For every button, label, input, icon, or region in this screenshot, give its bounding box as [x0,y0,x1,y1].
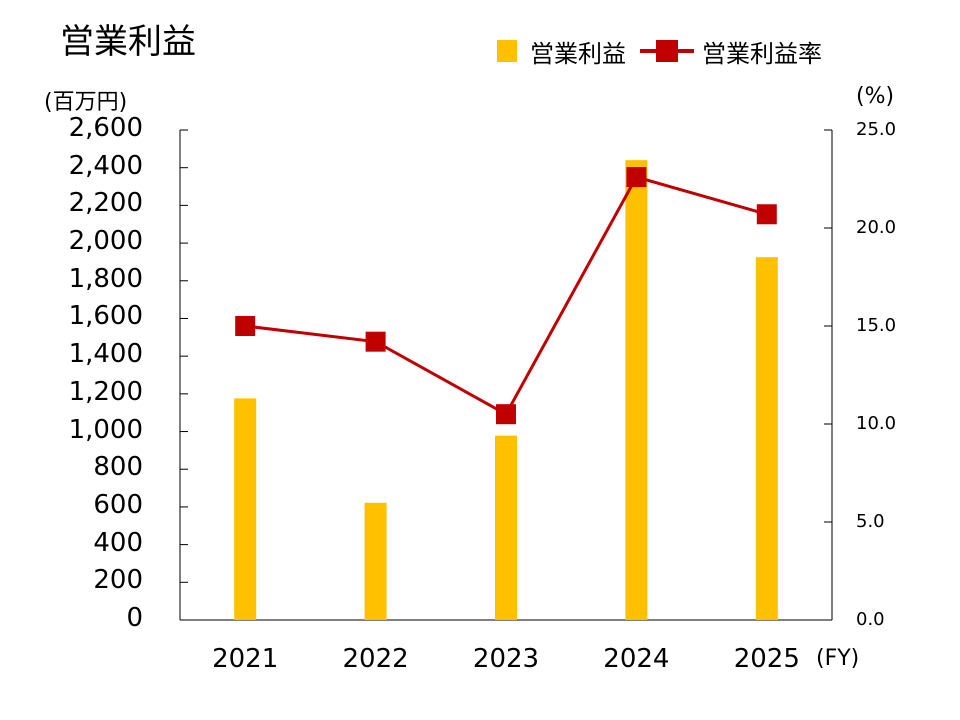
left-tick-label: 400 [93,527,143,558]
legend-bar-swatch [497,40,517,62]
margin-marker-2021 [235,316,256,336]
margin-line [245,175,768,417]
left-tick-label: 200 [93,565,143,596]
chart-title: 営業利益 [60,22,196,62]
right-tick-label: 20.0 [856,217,897,238]
right-tick-label: 25.0 [856,119,897,140]
margin-marker-2024 [626,167,647,188]
left-tick-label: 1,000 [68,414,143,445]
x-tick-label: 2025 [733,644,800,674]
right-axis-label: (%) [856,84,895,109]
legend-line-swatch [640,40,694,62]
x-tick-label: 2021 [212,644,279,674]
bar-2024 [625,160,648,620]
bar-2023 [495,435,517,620]
legend: 営業利益 営業利益率 [497,34,822,68]
margin-marker-2023 [496,404,516,425]
left-tick-label: 1,200 [68,376,143,407]
x-axis-label: (FY) [816,646,860,671]
left-tick-label: 2,600 [68,113,143,143]
left-tick-label: 1,400 [68,339,143,370]
left-tick-label: 0 [126,603,143,633]
right-tick-label: 0.0 [856,609,885,630]
left-tick-label: 2,400 [68,150,143,181]
bar-2021 [234,398,257,620]
margin-marker-2022 [365,331,386,352]
left-tick-label: 800 [93,452,143,483]
left-tick-label: 2,000 [68,226,143,257]
right-tick-label: 10.0 [856,413,897,434]
right-tick-label: 5.0 [856,511,885,532]
left-tick-label: 1,800 [68,263,143,294]
left-tick-label: 1,600 [68,301,143,332]
x-tick-label: 2022 [342,644,409,674]
legend-line-label: 営業利益率 [702,39,822,68]
right-tick-label: 15.0 [856,315,897,336]
bar-2025 [755,257,778,620]
left-axis-label: (百万円) [44,90,128,115]
margin-marker-2025 [756,204,777,225]
legend-bar-label: 営業利益 [530,39,626,68]
x-tick-label: 2023 [472,644,540,674]
left-tick-label: 2,200 [68,188,143,219]
x-tick-label: 2024 [603,644,670,674]
bar-2022 [364,502,387,620]
left-tick-label: 600 [93,489,143,520]
